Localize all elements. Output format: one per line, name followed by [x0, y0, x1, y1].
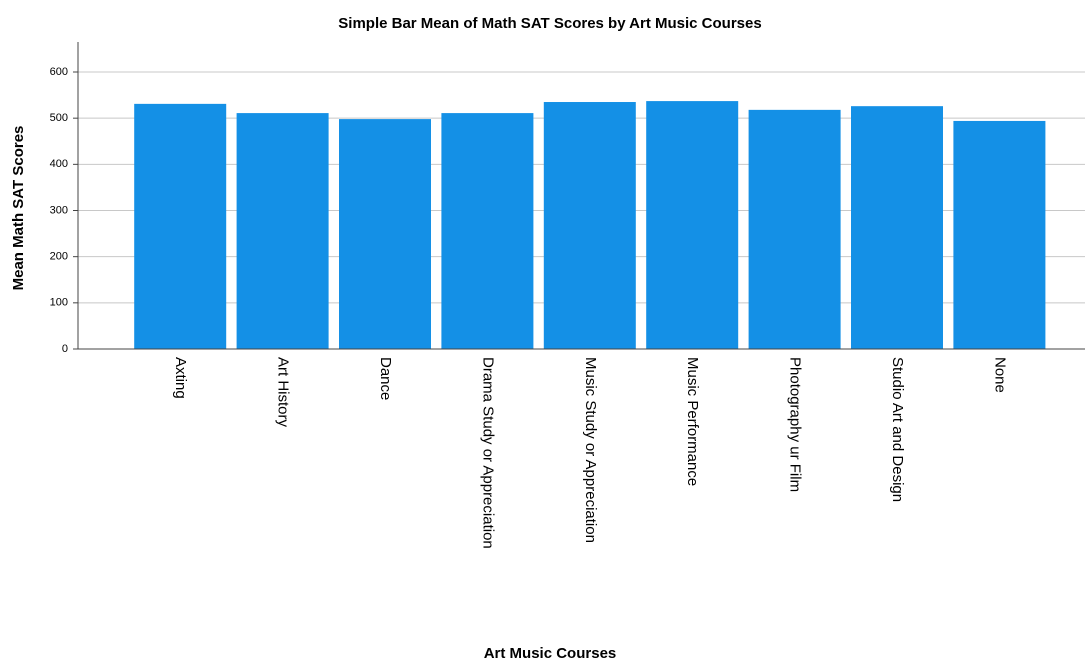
bar [748, 109, 841, 349]
x-tick-label: Photography ur Film [787, 357, 804, 492]
bar [543, 102, 636, 349]
x-axis-label: Art Music Courses [484, 645, 617, 662]
x-tick-label: Dance [377, 357, 394, 400]
chart-title: Simple Bar Mean of Math SAT Scores by Ar… [338, 15, 761, 32]
y-tick-label: 500 [50, 112, 68, 124]
bar [953, 120, 1046, 349]
x-tick-label: Axting [172, 357, 189, 399]
bar [851, 106, 943, 349]
y-axis-label: Mean Math SAT Scores [10, 126, 27, 291]
bar [236, 113, 329, 350]
x-tick-label: Studio Art and Design [889, 357, 906, 502]
x-tick-label: Music Study or Appreciation [582, 357, 599, 543]
bar [339, 119, 431, 349]
y-tick-label: 0 [62, 343, 68, 355]
bar [134, 103, 227, 349]
x-tick-label: Drama Study or Appreciation [479, 357, 496, 549]
x-tick-label: Music Performance [684, 357, 701, 486]
x-tick-label: None [991, 357, 1008, 393]
y-tick-label: 400 [50, 158, 68, 170]
x-tick-label: Art History [275, 357, 292, 428]
bar [646, 101, 739, 349]
bar [441, 113, 534, 350]
y-tick-label: 300 [50, 204, 68, 216]
y-tick-label: 600 [50, 66, 68, 78]
y-tick-label: 100 [50, 297, 68, 309]
y-tick-label: 200 [50, 251, 68, 263]
